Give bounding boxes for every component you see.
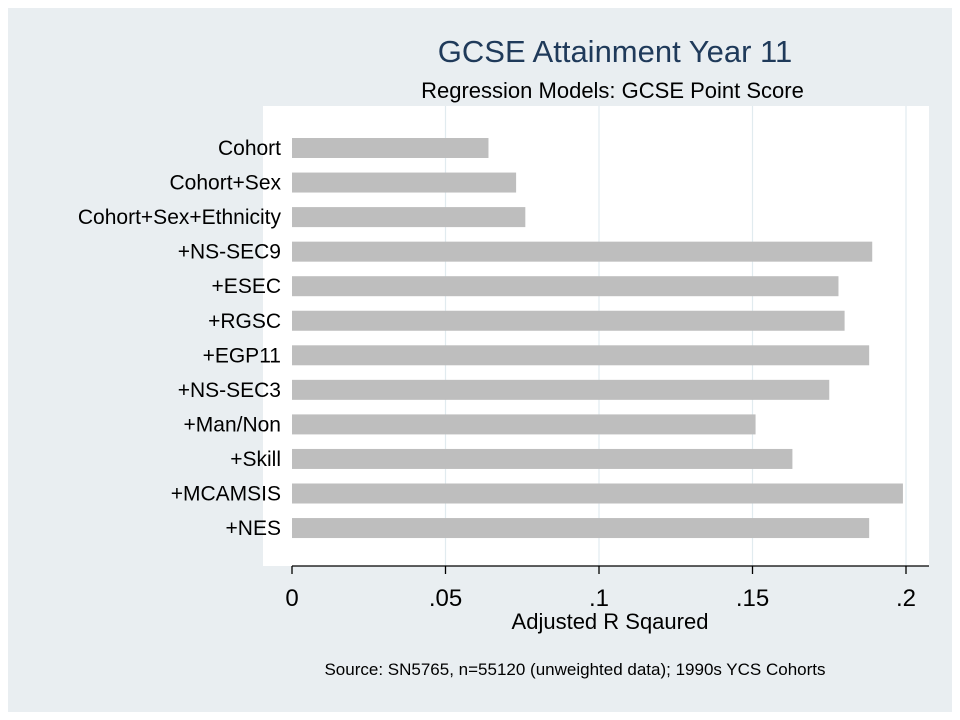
bar (292, 138, 489, 158)
bar (292, 345, 870, 366)
bar (292, 241, 873, 262)
category-label: +MCAMSIS (171, 483, 281, 506)
x-axis-title: Adjusted R Sqaured (512, 609, 709, 634)
bar (292, 414, 756, 435)
chart-title: GCSE Attainment Year 11 (437, 34, 793, 69)
bar (292, 518, 870, 539)
bar (292, 276, 839, 297)
x-axis-ticks: 0 .05 .1 .15 .2 (285, 566, 916, 612)
x-tick-label: .1 (589, 585, 609, 612)
category-label: +EGP11 (203, 344, 281, 367)
bar (292, 483, 903, 504)
category-label: +RGSC (208, 310, 281, 333)
category-label: +ESEC (212, 275, 281, 298)
category-label: +NES (226, 517, 281, 540)
bar (292, 448, 793, 469)
bars (292, 138, 903, 539)
bar (292, 172, 517, 193)
x-tick-label: .15 (736, 585, 769, 612)
bar (292, 207, 526, 228)
category-label: +NS-SEC3 (178, 379, 281, 402)
category-label: +Skill (230, 448, 281, 471)
category-label: +NS-SEC9 (178, 241, 281, 264)
category-label: +Man/Non (184, 413, 281, 436)
x-tick-label: .05 (429, 585, 462, 612)
x-tick-label: 0 (285, 585, 298, 612)
bar (292, 379, 830, 400)
category-label: Cohort+Sex+Ethnicity (78, 206, 282, 229)
x-tick-label: .2 (896, 585, 916, 612)
category-labels: Cohort Cohort+Sex Cohort+Sex+Ethnicity +NS-… (78, 137, 282, 540)
bar (292, 310, 845, 331)
category-label: Cohort+Sex (170, 172, 282, 195)
source-note: Source: SN5765, n=55120 (unweighted data… (324, 660, 826, 679)
category-label: Cohort (218, 137, 281, 160)
chart-subtitle: Regression Models: GCSE Point Score (421, 78, 804, 103)
